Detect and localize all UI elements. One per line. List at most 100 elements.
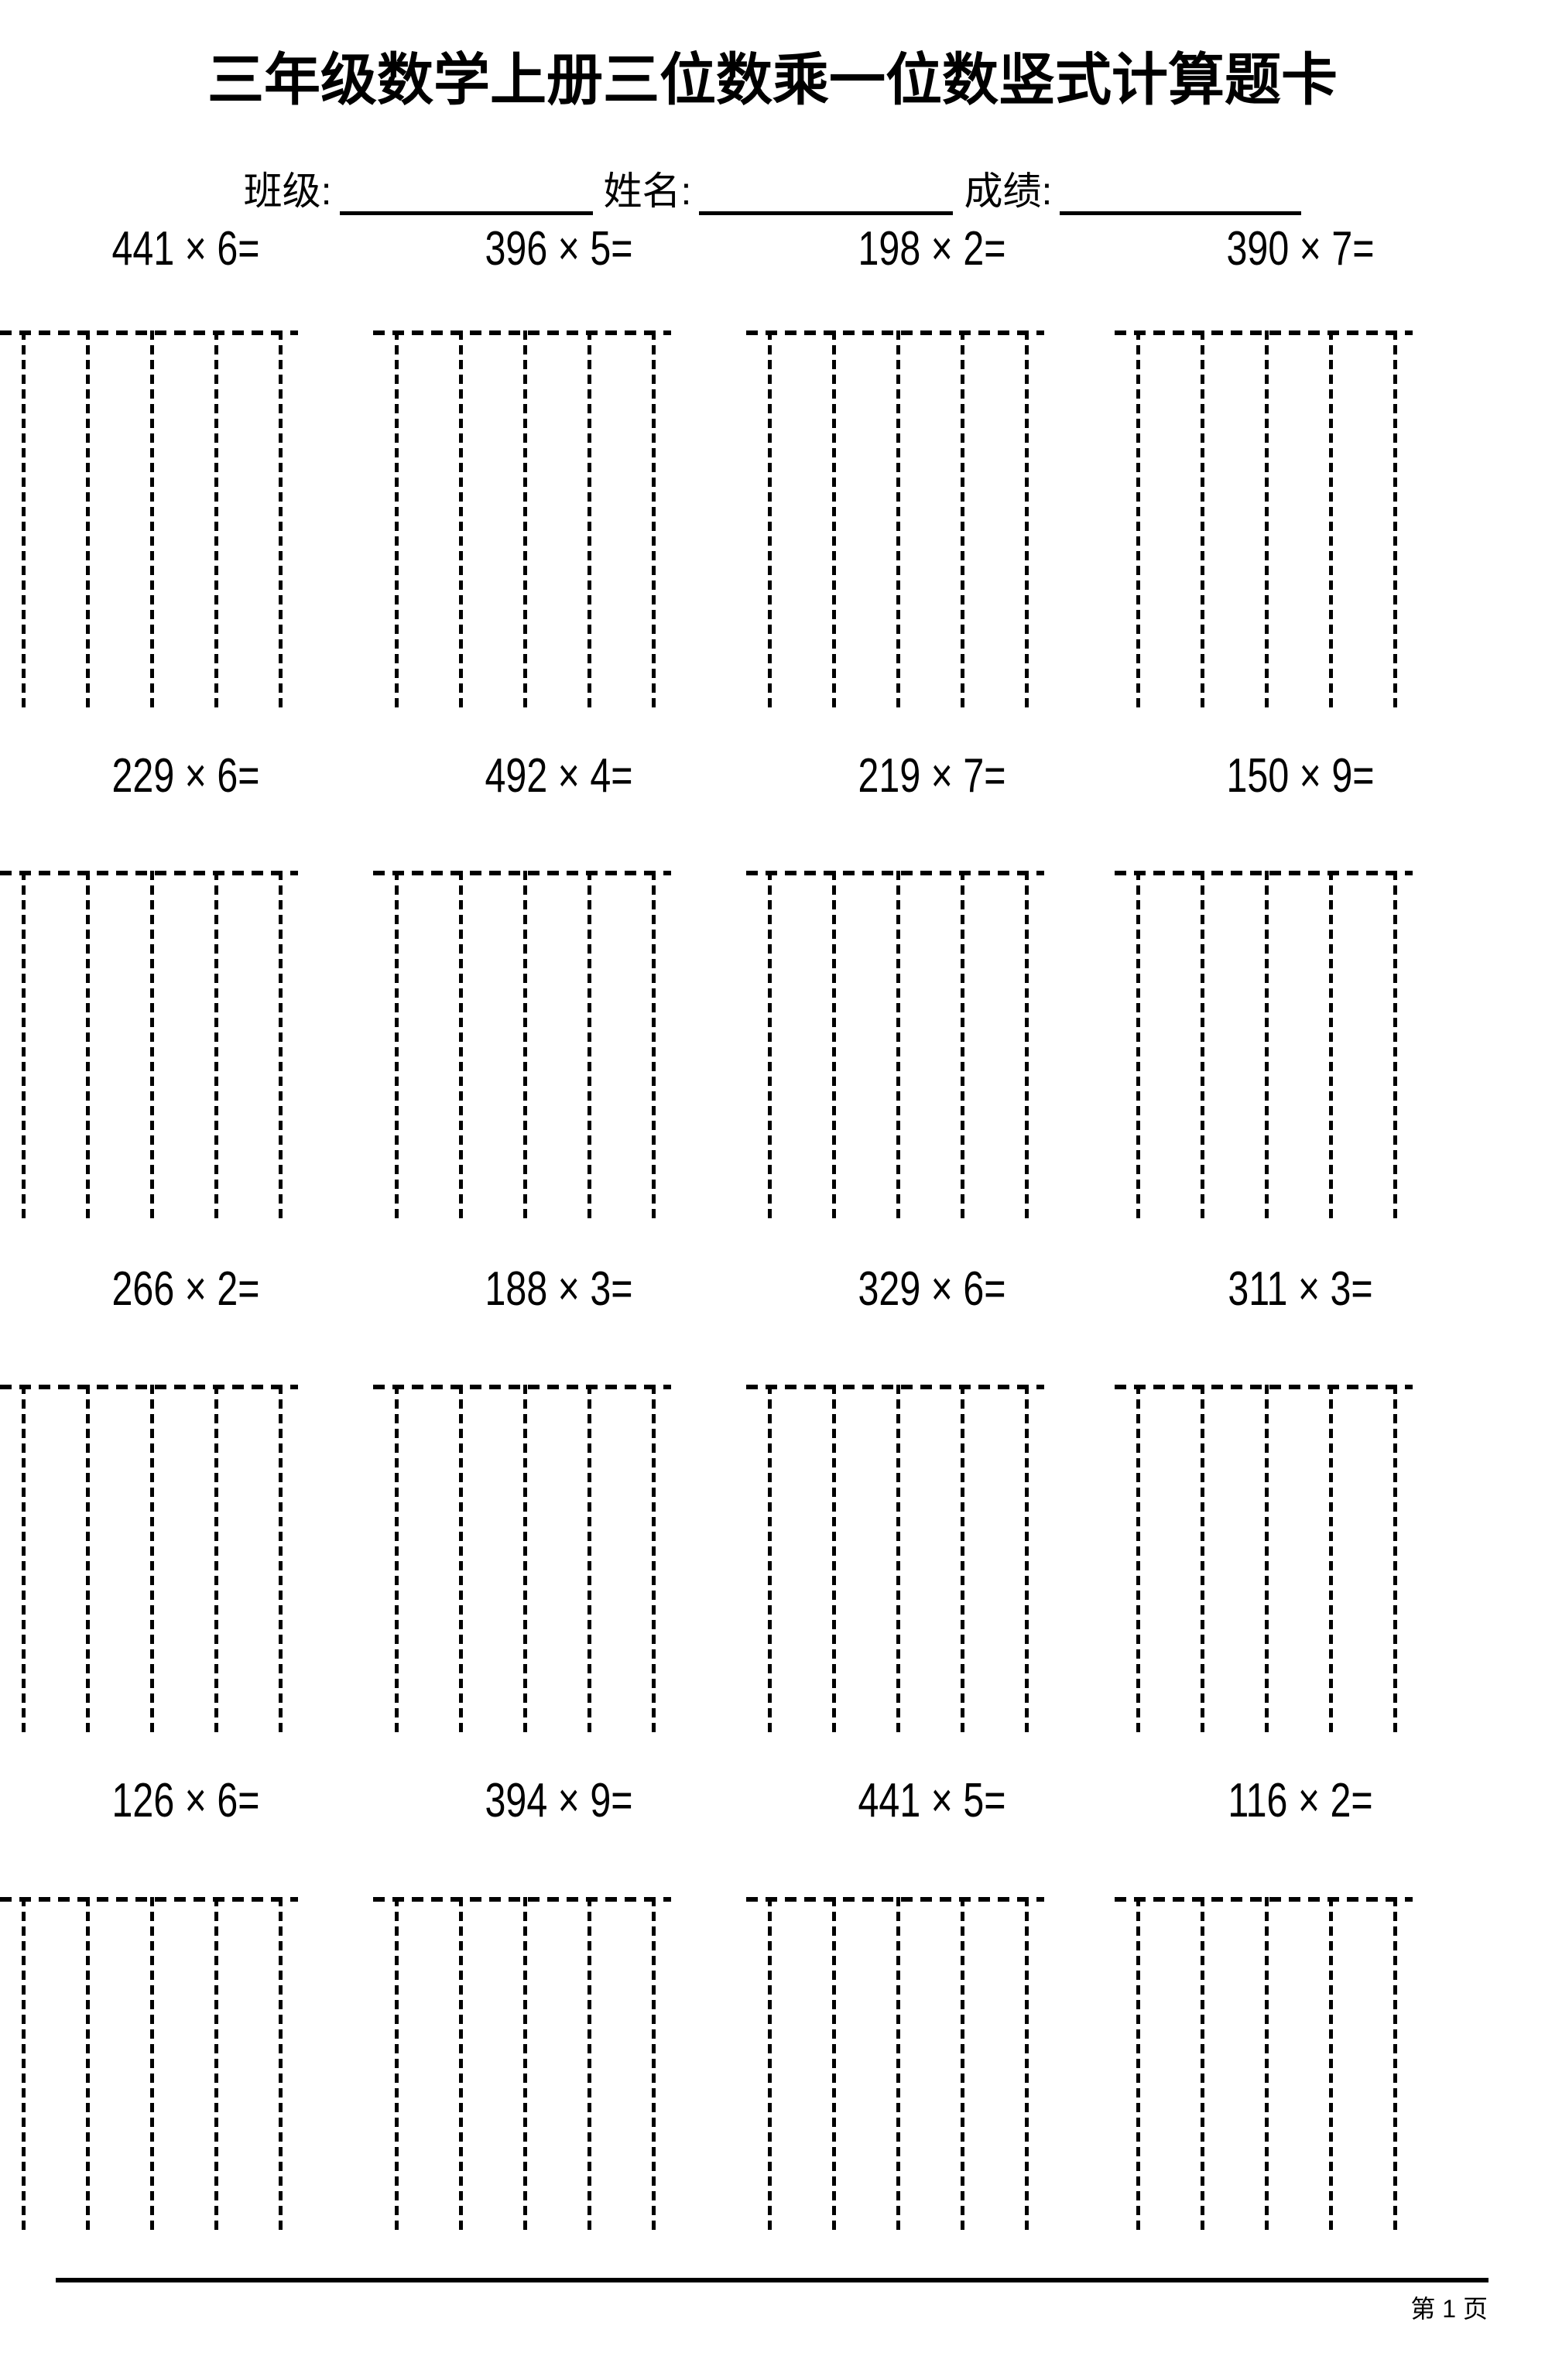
- grid-top-dashed-line: [0, 1385, 298, 1389]
- grid-column-dashed-line: [1025, 330, 1029, 710]
- problem-label: 329 × 6=: [858, 1262, 1006, 1316]
- grid-top-dashed-line: [1115, 330, 1413, 335]
- work-grid: [1115, 330, 1413, 710]
- grid-column-dashed-line: [150, 1897, 154, 2235]
- work-grid: [746, 330, 1044, 710]
- grid-column-dashed-line: [1025, 1897, 1029, 2235]
- grid-column-dashed-line: [1329, 1385, 1333, 1734]
- grid-column-dashed-line: [1393, 330, 1397, 710]
- grid-column-dashed-line: [395, 1385, 399, 1734]
- grid-column-dashed-line: [86, 330, 90, 710]
- work-grid: [0, 1385, 298, 1734]
- grid-column-dashed-line: [523, 1897, 527, 2235]
- grid-column-dashed-line: [86, 1385, 90, 1734]
- problem-label: 396 × 5=: [485, 222, 633, 276]
- grid-column-dashed-line: [1393, 871, 1397, 1224]
- grid-column-dashed-line: [1201, 871, 1204, 1224]
- grid-column-dashed-line: [832, 1897, 836, 2235]
- grid-column-dashed-line: [1265, 1385, 1269, 1734]
- grid-column-dashed-line: [459, 330, 463, 710]
- grid-top-dashed-line: [373, 1897, 671, 1902]
- work-grid: [746, 871, 1044, 1224]
- problem-label: 394 × 9=: [485, 1774, 633, 1827]
- grid-column-dashed-line: [1136, 1385, 1140, 1734]
- score-label: 成绩:: [964, 170, 1053, 213]
- grid-column-dashed-line: [523, 330, 527, 710]
- grid-column-dashed-line: [459, 1897, 463, 2235]
- work-grid: [373, 330, 671, 710]
- grid-column-dashed-line: [1329, 330, 1333, 710]
- grid-column-dashed-line: [150, 871, 154, 1224]
- page-title: 三年级数学上册三位数乘一位数竖式计算题卡: [207, 49, 1338, 111]
- grid-column-dashed-line: [22, 1897, 26, 2235]
- grid-column-dashed-line: [279, 1897, 283, 2235]
- grid-column-dashed-line: [523, 1385, 527, 1734]
- problem-label: 390 × 7=: [1226, 222, 1375, 276]
- grid-column-dashed-line: [1025, 871, 1029, 1224]
- work-grid: [373, 1897, 671, 2235]
- grid-top-dashed-line: [373, 330, 671, 335]
- grid-column-dashed-line: [395, 871, 399, 1224]
- grid-top-dashed-line: [746, 871, 1044, 875]
- grid-column-dashed-line: [768, 871, 772, 1224]
- work-grid: [746, 1897, 1044, 2235]
- work-grid: [0, 871, 298, 1224]
- grid-top-dashed-line: [373, 871, 671, 875]
- grid-column-dashed-line: [395, 330, 399, 710]
- grid-column-dashed-line: [832, 1385, 836, 1734]
- grid-column-dashed-line: [1265, 871, 1269, 1224]
- page-number: 第 1 页: [1410, 2295, 1488, 2323]
- grid-column-dashed-line: [86, 871, 90, 1224]
- work-grid: [746, 1385, 1044, 1734]
- work-grid: [1115, 1385, 1413, 1734]
- grid-column-dashed-line: [896, 1385, 900, 1734]
- grid-column-dashed-line: [1265, 1897, 1269, 2235]
- grid-column-dashed-line: [1265, 330, 1269, 710]
- grid-top-dashed-line: [746, 1897, 1044, 1902]
- grid-top-dashed-line: [746, 330, 1044, 335]
- grid-column-dashed-line: [652, 1385, 656, 1734]
- grid-column-dashed-line: [22, 330, 26, 710]
- problem-label: 126 × 6=: [111, 1774, 260, 1827]
- name-blank-line: [699, 166, 954, 215]
- grid-column-dashed-line: [961, 871, 964, 1224]
- grid-column-dashed-line: [214, 1897, 218, 2235]
- score-blank-line: [1060, 166, 1302, 215]
- work-grid: [373, 871, 671, 1224]
- grid-top-dashed-line: [0, 1897, 298, 1902]
- grid-column-dashed-line: [896, 330, 900, 710]
- problem-label: 441 × 5=: [858, 1774, 1006, 1827]
- grid-top-dashed-line: [1115, 871, 1413, 875]
- problem-label: 188 × 3=: [485, 1262, 633, 1316]
- grid-column-dashed-line: [768, 1897, 772, 2235]
- grid-column-dashed-line: [896, 1897, 900, 2235]
- grid-column-dashed-line: [768, 1385, 772, 1734]
- grid-column-dashed-line: [22, 1385, 26, 1734]
- grid-column-dashed-line: [22, 871, 26, 1224]
- grid-column-dashed-line: [961, 1897, 964, 2235]
- work-grid: [1115, 871, 1413, 1224]
- grid-column-dashed-line: [214, 330, 218, 710]
- problem-label: 150 × 9=: [1226, 749, 1375, 803]
- grid-column-dashed-line: [832, 330, 836, 710]
- grid-column-dashed-line: [395, 1897, 399, 2235]
- problem-label: 198 × 2=: [858, 222, 1006, 276]
- grid-top-dashed-line: [0, 330, 298, 335]
- work-grid: [0, 1897, 298, 2235]
- grid-top-dashed-line: [373, 1385, 671, 1389]
- grid-column-dashed-line: [459, 871, 463, 1224]
- work-grid: [373, 1385, 671, 1734]
- grid-column-dashed-line: [1136, 1897, 1140, 2235]
- grid-column-dashed-line: [652, 871, 656, 1224]
- problem-label: 441 × 6=: [111, 222, 260, 276]
- grid-column-dashed-line: [588, 330, 591, 710]
- grid-column-dashed-line: [1201, 330, 1204, 710]
- name-label: 姓名:: [603, 170, 692, 213]
- grid-column-dashed-line: [279, 871, 283, 1224]
- grid-column-dashed-line: [961, 1385, 964, 1734]
- grid-column-dashed-line: [588, 871, 591, 1224]
- problem-label: 492 × 4=: [485, 749, 633, 803]
- grid-column-dashed-line: [896, 871, 900, 1224]
- problem-label: 311 × 3=: [1228, 1262, 1373, 1316]
